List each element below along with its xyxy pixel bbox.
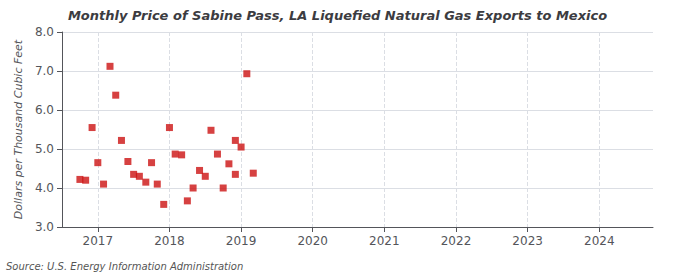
svg-text:3.0: 3.0: [35, 220, 54, 234]
svg-text:Dollars per Thousand Cubic Fee: Dollars per Thousand Cubic Feet: [12, 39, 25, 219]
svg-text:2019: 2019: [226, 234, 257, 248]
svg-text:8.0: 8.0: [35, 25, 54, 39]
svg-text:2024: 2024: [584, 234, 615, 248]
svg-text:Source: U.S. Energy Informatio: Source: U.S. Energy Information Administ…: [6, 261, 243, 272]
svg-text:5.0: 5.0: [35, 142, 54, 156]
svg-text:6.0: 6.0: [35, 103, 54, 117]
svg-text:2022: 2022: [441, 234, 472, 248]
svg-text:2021: 2021: [369, 234, 400, 248]
svg-text:2017: 2017: [83, 234, 114, 248]
svg-text:Monthly Price of Sabine Pass,: Monthly Price of Sabine Pass, LA Liquefi…: [68, 8, 607, 23]
svg-text:2020: 2020: [297, 234, 328, 248]
svg-text:2018: 2018: [154, 234, 185, 248]
svg-text:7.0: 7.0: [35, 64, 54, 78]
svg-text:4.0: 4.0: [35, 181, 54, 195]
svg-text:2023: 2023: [512, 234, 543, 248]
